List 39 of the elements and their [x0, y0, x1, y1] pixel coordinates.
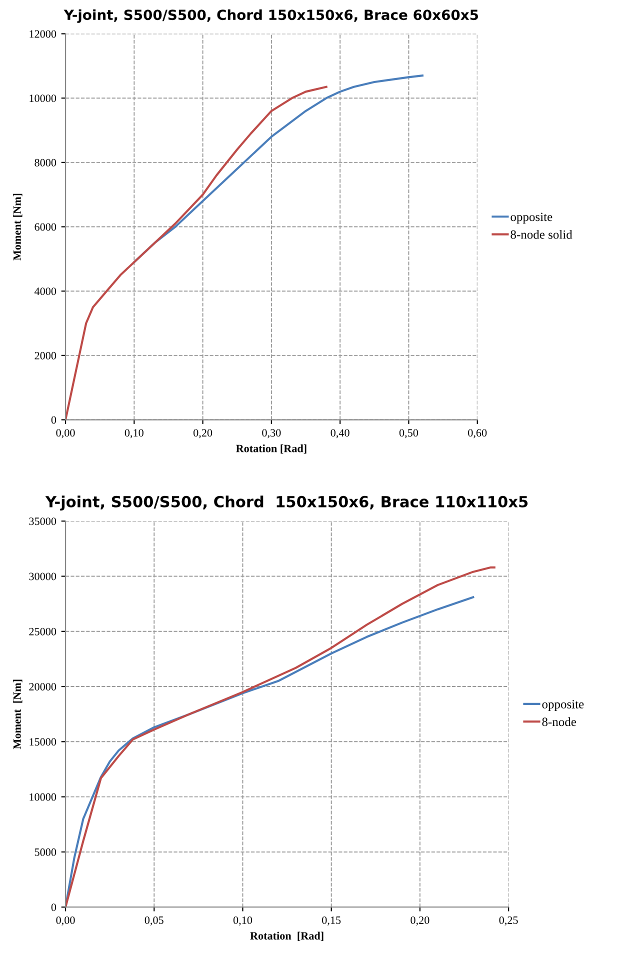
y-tick-label: 15000	[30, 738, 56, 746]
y-tick-label: 6000	[34, 223, 56, 231]
chart-title: Y-joint, S500/S500, Chord 150x150x6, Brace 60x60x5	[64, 9, 478, 23]
x-tick-label: 0,50	[399, 429, 418, 438]
y-tick-label: 2000	[34, 352, 56, 360]
chart-title: Y-joint, S500/S500, Chord 150x150x6, Brace 110x110x5	[45, 496, 528, 511]
x-tick-label: 0,00	[56, 916, 75, 926]
y-tick-label: 0	[51, 416, 56, 424]
y-tick-label: 10000	[30, 793, 56, 801]
x-tick-label: 0,20	[410, 916, 430, 926]
legend-label: 8-node	[542, 717, 576, 726]
y-axis-title: Moment [Nm]	[13, 680, 22, 750]
x-axis-title: Rotation [Rad]	[236, 444, 306, 454]
y-tick-label: 4000	[34, 288, 56, 296]
line-series	[66, 86, 328, 420]
y-tick-label: 10000	[30, 94, 56, 102]
x-tick-label: 0,15	[322, 916, 341, 926]
x-axis-title: Rotation [Rad]	[250, 932, 324, 941]
y-tick-label: 20000	[29, 682, 56, 690]
legend-label: 8-node solid	[510, 230, 572, 239]
x-tick-label: 0,40	[330, 429, 350, 438]
legend-label: opposite	[542, 700, 584, 711]
y-tick-label: 30000	[29, 572, 56, 580]
x-tick-label: 0,25	[499, 916, 518, 926]
x-tick-label: 0,00	[56, 429, 75, 438]
x-tick-label: 0,10	[124, 429, 144, 438]
y-tick-label: 25000	[29, 628, 56, 636]
legend-label: opposite	[510, 212, 552, 224]
y-tick-label: 8000	[34, 158, 56, 166]
x-tick-label: 0,60	[468, 429, 487, 438]
x-tick-label: 0,30	[262, 429, 281, 438]
y-axis-title: Moment [Nm]	[13, 194, 22, 260]
x-tick-label: 0,20	[194, 429, 212, 438]
y-tick-label: 5000	[34, 848, 56, 856]
x-tick-label: 0,05	[144, 916, 164, 926]
x-tick-label: 0,10	[233, 916, 252, 926]
y-tick-label: 0	[51, 904, 56, 912]
y-tick-label: 35000	[29, 518, 56, 526]
y-tick-label: 12000	[30, 30, 56, 38]
